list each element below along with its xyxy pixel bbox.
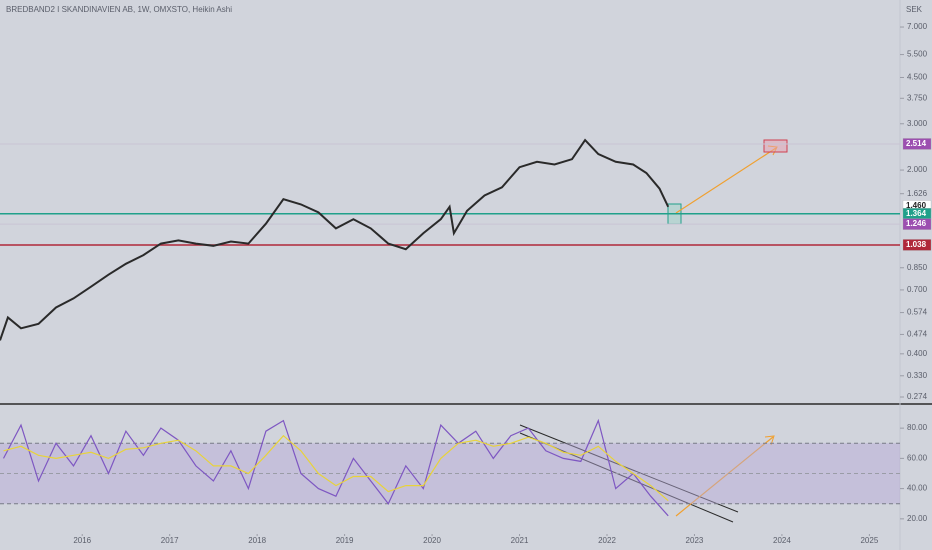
y-tick-label: 20.00 [907,514,928,523]
arrow-drawing [675,436,774,517]
y-tick-label: 0.330 [907,371,928,380]
y-tick-label: 7.000 [907,22,928,31]
y-tick-label: 0.400 [907,349,928,358]
x-tick-label: 2019 [336,536,354,545]
series-line [0,138,670,341]
level-label: 1.038 [906,240,927,249]
y-axis-label: SEK [906,5,923,14]
y-tick-label: 3.750 [907,93,928,102]
y-tick-label: 0.274 [907,392,928,401]
y-tick-label: 80.00 [907,423,928,432]
series-line [3,434,669,502]
y-tick-label: 0.850 [907,263,928,272]
y-tick-label: 60.00 [907,453,928,462]
x-tick-label: 2022 [598,536,616,545]
level-label: 1.246 [906,219,927,228]
level-label: 1.364 [906,209,927,218]
x-tick-label: 2018 [248,536,266,545]
x-tick-label: 2017 [161,536,179,545]
y-tick-label: 1.626 [907,189,928,198]
x-tick-label: 2024 [773,536,791,545]
y-tick-label: 0.700 [907,285,928,294]
level-tag [902,239,932,251]
arrow-drawing [675,147,777,214]
level-tag [902,138,932,150]
y-tick-label: 0.574 [907,308,928,317]
y-tick-label: 40.00 [907,484,928,493]
y-tick-label: 4.500 [907,73,928,82]
level-label: 1.460 [906,201,927,210]
x-tick-label: 2020 [423,536,441,545]
chart-title: BREDBAND2 I SKANDINAVIEN AB, 1W, OMXSTO,… [6,5,232,14]
x-tick-label: 2016 [73,536,91,545]
y-tick-label: 3.000 [907,119,928,128]
arrow-head [764,435,775,446]
x-tick-label: 2023 [686,536,704,545]
y-tick-label: 0.474 [907,330,928,339]
x-tick-label: 2025 [860,536,878,545]
trend-line [519,424,739,513]
level-label: 2.514 [906,139,927,148]
series-line [2,418,669,517]
level-tag [902,218,932,230]
box-drawing [763,139,788,153]
x-tick-label: 2021 [511,536,529,545]
y-tick-label: 5.500 [907,50,928,59]
y-tick-label: 2.000 [907,165,928,174]
